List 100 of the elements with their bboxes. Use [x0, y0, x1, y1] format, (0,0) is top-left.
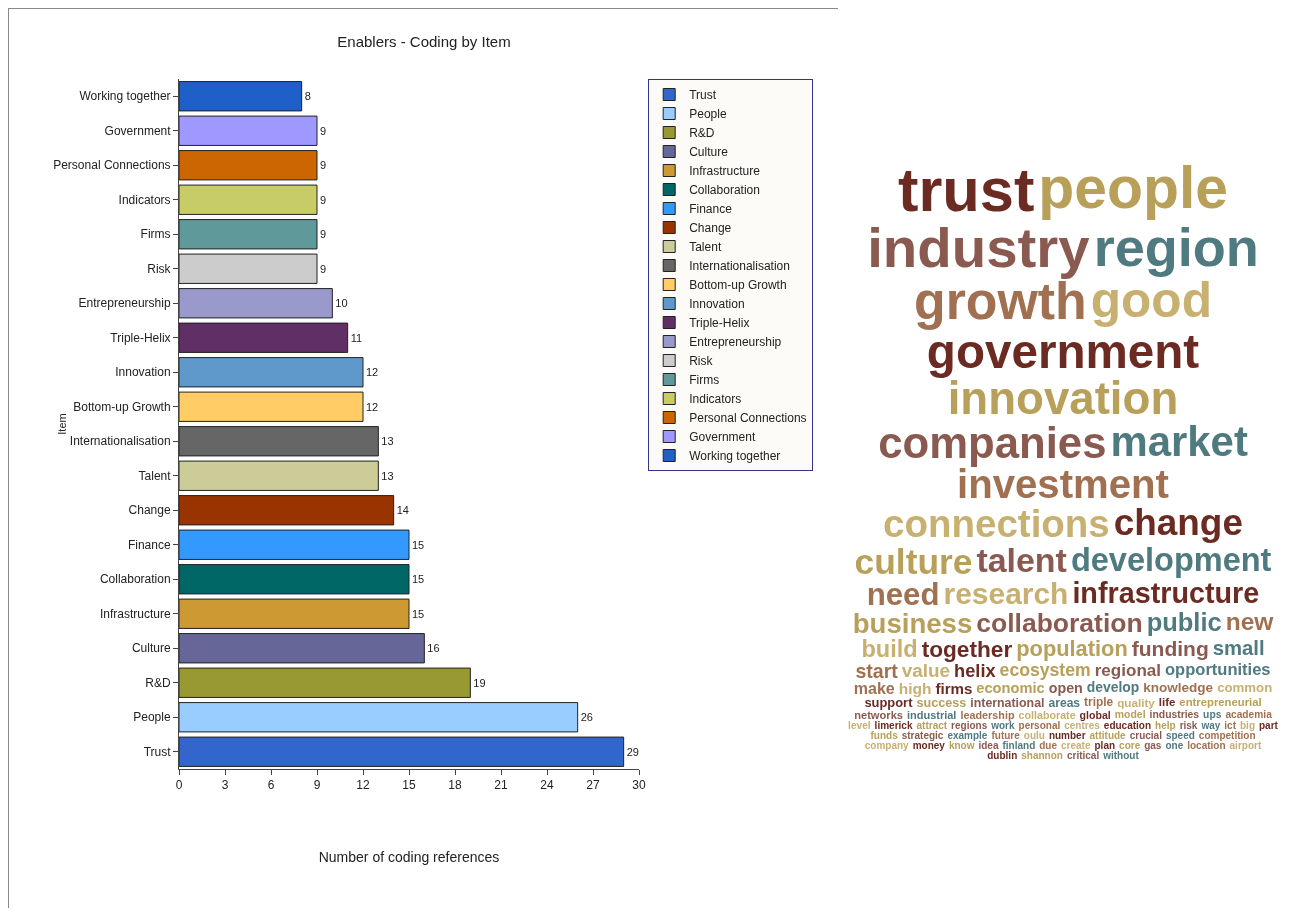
text: quality [1117, 696, 1155, 711]
x-tick-label: 3 [221, 778, 229, 793]
text: firms [935, 680, 973, 698]
text: develop [1086, 679, 1140, 696]
text: market [1110, 418, 1248, 466]
data-label: 13 [381, 469, 394, 482]
text: opportunities [1165, 659, 1271, 681]
x-axis-title: Number of coding references [318, 848, 500, 865]
x-tick-label: 6 [267, 778, 275, 793]
data-label: 15 [412, 573, 425, 586]
y-tick-label: Infrastructure [99, 606, 171, 621]
text: idea [978, 740, 999, 752]
legend-label: Infrastructure [689, 164, 761, 179]
text: core [1119, 740, 1141, 752]
text: oulu [1023, 730, 1045, 742]
text: know [948, 740, 975, 752]
legend-label: Collaboration [689, 183, 760, 198]
text: competition [1198, 730, 1256, 742]
text: education [1103, 720, 1152, 732]
text: knowledge [1143, 680, 1214, 698]
text: future [991, 730, 1020, 742]
text: high [898, 680, 932, 698]
y-tick-label: Risk [147, 261, 172, 276]
legend-label: Firms [689, 373, 720, 388]
legend-label: Talent [689, 240, 722, 255]
data-label: 11 [350, 331, 363, 344]
y-tick-label: Firms [140, 227, 171, 242]
y-tick-label: Trust [143, 744, 172, 759]
x-tick-label: 27 [586, 778, 600, 793]
text: economic [976, 680, 1045, 698]
data-label: 9 [320, 159, 327, 172]
legend-label: Change [689, 221, 732, 236]
text: attract [916, 720, 948, 732]
y-tick-label: Finance [127, 537, 171, 552]
text: crucial [1129, 730, 1162, 742]
text: personal [1018, 720, 1061, 732]
text: change [1113, 502, 1243, 544]
data-label: 9 [320, 228, 327, 241]
y-tick-label: Entrepreneurship [78, 296, 171, 311]
data-label: 26 [580, 711, 593, 724]
text: life [1158, 696, 1176, 710]
text: strategic [901, 730, 944, 742]
x-tick-label: 0 [175, 778, 183, 793]
text: infrastructure [1072, 577, 1260, 611]
y-tick-label: Internationalisation [69, 434, 171, 449]
text: finland [1002, 740, 1036, 752]
y-tick-label: Culture [131, 641, 171, 656]
text: limerick [874, 720, 913, 732]
text: entrepreneurial [1179, 696, 1262, 710]
legend-label: Triple-Helix [689, 316, 750, 331]
text: work [991, 720, 1015, 732]
text: ups [1203, 709, 1222, 722]
legend-label: Bottom-up Growth [689, 278, 787, 293]
text: airport [1229, 740, 1262, 752]
data-label: 29 [626, 745, 639, 758]
text: networks [854, 709, 903, 722]
data-label: 16 [427, 642, 440, 655]
legend-label: Entrepreneurship [689, 335, 782, 350]
text: areas [1048, 696, 1081, 711]
text: level [848, 720, 871, 732]
text: regional [1094, 660, 1162, 681]
text: plan [1094, 740, 1116, 752]
text: collaborate [1018, 709, 1076, 722]
legend-label: Innovation [689, 297, 745, 312]
y-tick-label: Indicators [118, 192, 171, 207]
data-label: 9 [320, 193, 327, 206]
text: small [1212, 637, 1265, 660]
text: speed [1165, 730, 1195, 742]
y-tick-label: Working together [79, 89, 171, 104]
text: make [853, 680, 895, 698]
legend-label: Finance [689, 202, 733, 217]
text: funds [870, 730, 898, 742]
text: international [970, 696, 1045, 711]
text: due [1039, 740, 1058, 752]
data-label: 9 [320, 124, 327, 137]
legend-label: Working together [689, 449, 781, 464]
x-tick-label: 9 [313, 778, 321, 793]
data-label: 15 [412, 607, 425, 620]
text: money [912, 740, 945, 752]
legend-label: Risk [689, 354, 714, 369]
data-label: 9 [320, 262, 327, 275]
data-label: 13 [381, 435, 394, 448]
y-tick-label: Triple-Helix [110, 330, 171, 345]
text: way [1201, 720, 1221, 732]
legend-label: Culture [689, 145, 729, 160]
text: support [864, 695, 913, 711]
text: success [916, 696, 967, 711]
text: funding [1131, 637, 1209, 662]
legend-label: Indicators [689, 392, 742, 407]
text: centres [1064, 720, 1100, 732]
text: academia [1225, 709, 1272, 721]
x-tick-label: 24 [540, 778, 554, 793]
text: one [1165, 740, 1184, 752]
text: model [1114, 709, 1146, 721]
x-tick-label: 15 [402, 778, 416, 793]
y-tick-label: People [133, 710, 171, 725]
text: create [1061, 740, 1091, 752]
text: location [1187, 740, 1226, 752]
text: number [1048, 730, 1086, 742]
legend-label: Government [689, 430, 756, 445]
